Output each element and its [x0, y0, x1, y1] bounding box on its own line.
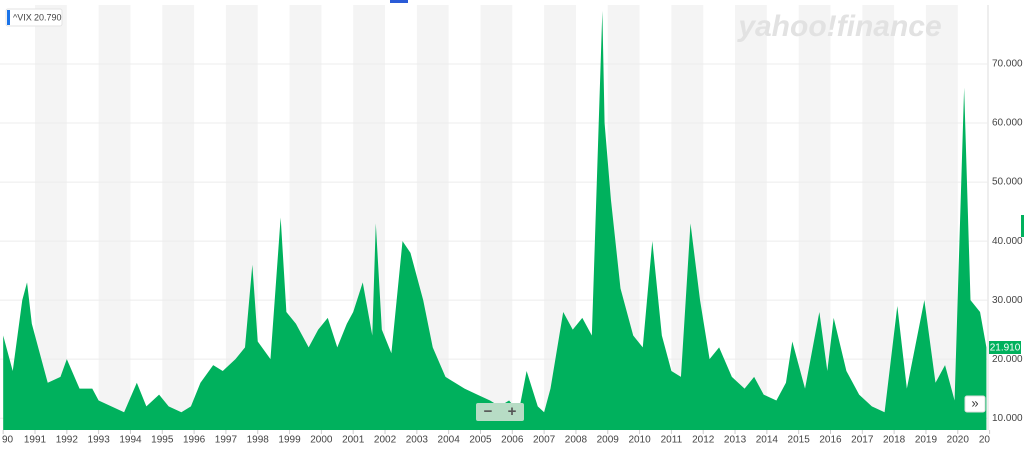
y-tick-label: 10.000 — [992, 413, 1023, 424]
x-tick-label: 2016 — [819, 435, 842, 446]
edge-marker — [1021, 215, 1024, 237]
y-tick-label: 20.000 — [992, 354, 1023, 365]
x-tick-label: 2017 — [851, 435, 874, 446]
x-tick-label: 2007 — [533, 435, 556, 446]
x-tick-label: 1993 — [88, 435, 111, 446]
x-tick-label: 1996 — [183, 435, 206, 446]
x-tick-label: 1999 — [278, 435, 301, 446]
x-tick-label: 2009 — [597, 435, 620, 446]
last-price: 21.910 — [990, 343, 1021, 354]
legend-swatch — [7, 10, 10, 25]
x-tick-label: 2010 — [628, 435, 651, 446]
x-tick-label: 2001 — [342, 435, 365, 446]
x-tick-label: 2000 — [310, 435, 333, 446]
x-tick-label: 2006 — [501, 435, 524, 446]
scroll-right[interactable]: » — [971, 395, 978, 410]
area — [3, 10, 987, 431]
y-tick-label: 30.000 — [992, 295, 1023, 306]
x-tick-label: 2018 — [883, 435, 906, 446]
legend: ^VIX 20.790 — [5, 8, 63, 27]
y-tick-label: 70.000 — [992, 59, 1023, 70]
x-tick-label: 2014 — [756, 435, 779, 446]
watermark: yahoo!finance — [736, 10, 941, 43]
x-tick-label: 1997 — [215, 435, 238, 446]
year-band — [480, 5, 513, 430]
x-tick-label: 2015 — [788, 435, 811, 446]
x-tick-label: 2005 — [469, 435, 492, 446]
x-tick-label: 2002 — [374, 435, 397, 446]
legend-symbol: ^VIX — [13, 12, 32, 22]
year-band — [98, 5, 131, 430]
x-tick-label: 2011 — [661, 435, 683, 446]
y-tick-label: 40.000 — [992, 236, 1023, 247]
last-price-box — [989, 341, 1021, 354]
x-tick-label: 20 — [979, 435, 991, 446]
zoom-out[interactable]: − — [484, 403, 493, 420]
year-band — [735, 5, 767, 430]
x-tick-label: 2004 — [438, 435, 461, 446]
year-band — [862, 5, 895, 430]
x-tick-label: 90 — [2, 435, 14, 446]
x-tick-label: 2008 — [565, 435, 588, 446]
scroll-box — [964, 395, 986, 413]
legend-box — [5, 8, 63, 27]
x-tick-label: 2003 — [406, 435, 429, 446]
x-tick-label: 1992 — [56, 435, 79, 446]
zoom-in[interactable]: + — [508, 403, 517, 420]
legend-value: 20.790 — [34, 12, 62, 22]
year-band — [162, 5, 195, 430]
scroll-indicator — [390, 0, 408, 3]
x-tick-label: 1991 — [24, 435, 47, 446]
y-tick-label: 60.000 — [992, 118, 1023, 129]
x-tick-label: 2013 — [724, 435, 747, 446]
x-tick-label: 2020 — [947, 435, 970, 446]
x-tick-label: 1994 — [119, 435, 142, 446]
zoom-bar — [476, 403, 524, 421]
x-tick-label: 2019 — [915, 435, 938, 446]
x-tick-label: 2012 — [692, 435, 715, 446]
y-tick-label: 50.000 — [992, 177, 1023, 188]
x-tick-label: 1998 — [247, 435, 270, 446]
x-tick-label: 1995 — [151, 435, 174, 446]
